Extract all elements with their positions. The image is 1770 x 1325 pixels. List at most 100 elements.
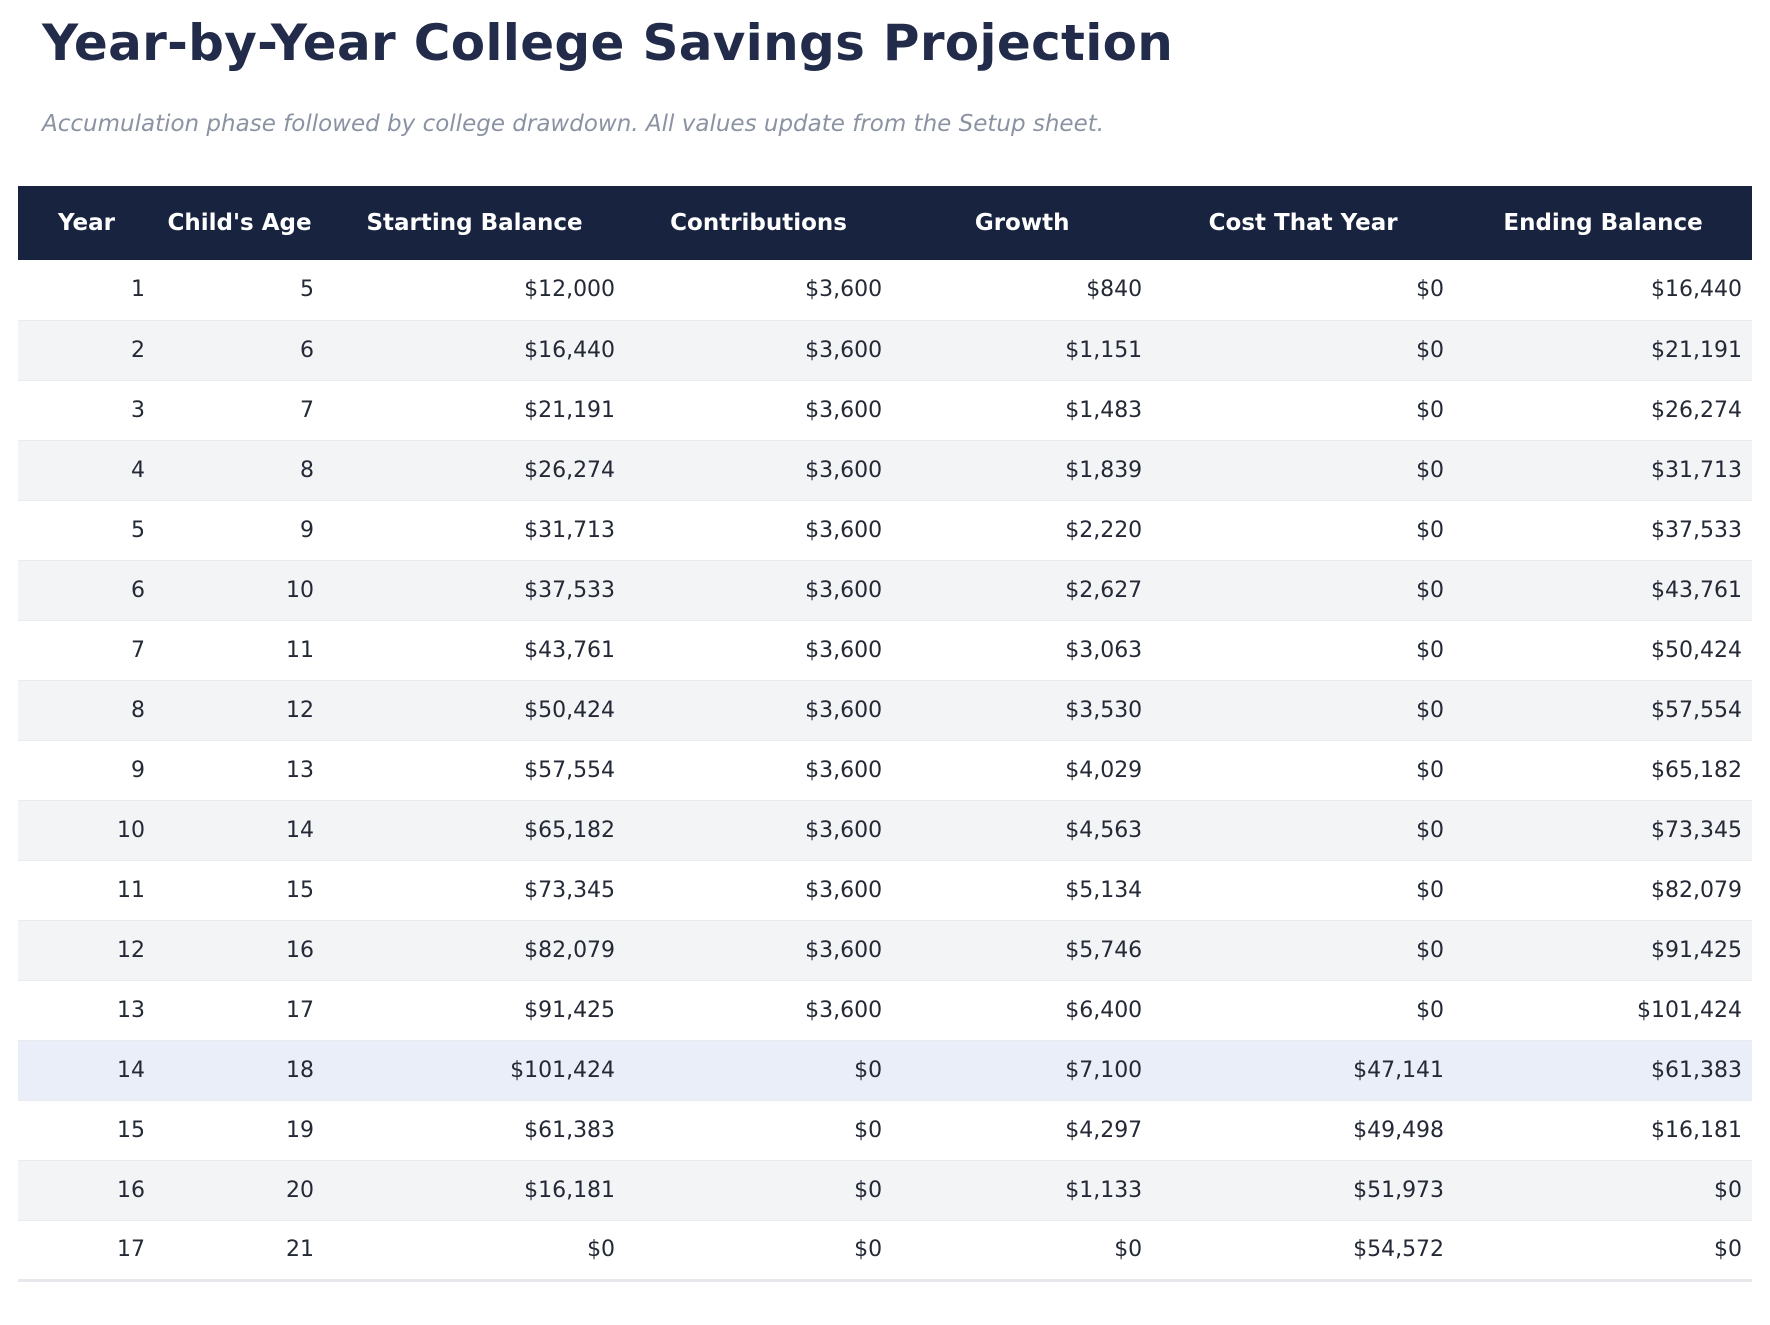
cell: 11 xyxy=(18,859,155,920)
table-row: 4 8 $26,274 $3,600 $1,839 $0 $31,713 xyxy=(18,439,1752,500)
cell: $3,600 xyxy=(625,799,893,860)
cell: $21,191 xyxy=(1454,319,1752,380)
cell: $3,600 xyxy=(625,439,893,500)
cell: $0 xyxy=(1454,1159,1752,1220)
table-row: 3 7 $21,191 $3,600 $1,483 $0 $26,274 xyxy=(18,379,1752,440)
cell: 13 xyxy=(154,739,325,800)
cell: $57,554 xyxy=(324,739,626,800)
cell: $1,133 xyxy=(892,1159,1153,1220)
cell: $91,425 xyxy=(324,979,626,1040)
cell: 10 xyxy=(154,559,325,620)
cell: $0 xyxy=(324,1219,626,1280)
cell: $16,181 xyxy=(324,1159,626,1220)
cell: 3 xyxy=(18,379,155,440)
cell: $0 xyxy=(892,1219,1153,1280)
column-header-child-s-age: Child's Age xyxy=(154,186,325,260)
cell: $12,000 xyxy=(524,277,616,303)
cell: $5,746 xyxy=(892,919,1153,980)
cell: $82,079 xyxy=(324,919,626,980)
cell: 15 xyxy=(18,1099,155,1160)
cell: $0 xyxy=(625,1159,893,1220)
cell: 18 xyxy=(154,1039,325,1100)
table-row: 5 9 $31,713 $3,600 $2,220 $0 $37,533 xyxy=(18,499,1752,560)
table-row: 8 12 $50,424 $3,600 $3,530 $0 $57,554 xyxy=(18,679,1752,740)
cell: $61,383 xyxy=(324,1099,626,1160)
cell: $6,400 xyxy=(892,979,1153,1040)
cell: 16 xyxy=(154,919,325,980)
cell: $2,220 xyxy=(892,499,1153,560)
cell: 8 xyxy=(154,439,325,500)
cell: $47,141 xyxy=(1152,1039,1455,1100)
table-row: 17 21 $0 $0 $0 $54,572 $0 xyxy=(18,1219,1752,1280)
cell: 10 xyxy=(18,799,155,860)
cell: $3,600 xyxy=(625,979,893,1040)
cell: $3,600 xyxy=(625,379,893,440)
cell: $16,440 xyxy=(324,319,626,380)
cell: $26,274 xyxy=(324,439,626,500)
cell: $3,600 xyxy=(625,859,893,920)
table-header-row: Year Child's Age Starting Balance Contribut… xyxy=(18,186,1752,260)
cell: 5 xyxy=(300,277,315,303)
cell: $0 xyxy=(1152,979,1455,1040)
cell: $65,182 xyxy=(324,799,626,860)
cell: $3,600 xyxy=(625,919,893,980)
cell: $4,563 xyxy=(892,799,1153,860)
cell: 20 xyxy=(154,1159,325,1220)
column-header-cost-that-year: Cost That Year xyxy=(1152,186,1455,260)
cell: $3,600 xyxy=(805,277,883,303)
column-header-growth: Growth xyxy=(892,186,1153,260)
table-row: 7 11 $43,761 $3,600 $3,063 $0 $50,424 xyxy=(18,619,1752,680)
column-header-ending-balance: Ending Balance xyxy=(1454,186,1752,260)
cell: $1,839 xyxy=(892,439,1153,500)
cell: $3,600 xyxy=(625,679,893,740)
cell: $0 xyxy=(1152,679,1455,740)
cell: 5 xyxy=(18,499,155,560)
page: Year-by-Year College Savings Projection … xyxy=(0,12,1770,1325)
cell: $0 xyxy=(1416,277,1445,303)
cell: $840 xyxy=(1086,277,1143,303)
cell: 14 xyxy=(18,1039,155,1100)
cell: $0 xyxy=(1152,919,1455,980)
cell: $37,533 xyxy=(324,559,626,620)
cell: $43,761 xyxy=(324,619,626,680)
cell: $4,297 xyxy=(892,1099,1153,1160)
cell: 1 xyxy=(130,277,145,303)
cell: 8 xyxy=(18,679,155,740)
cell: $1,483 xyxy=(892,379,1153,440)
cell: $54,572 xyxy=(1152,1219,1455,1280)
cell: $26,274 xyxy=(1454,379,1752,440)
cell: $101,424 xyxy=(324,1039,626,1100)
page-title: Year-by-Year College Savings Projection xyxy=(42,14,1174,72)
cell: 9 xyxy=(18,739,155,800)
table-body: 1 5 $12,000 $3,600 $840 $0 $16,440 2 6 $16,440 $3,… xyxy=(18,260,1752,1280)
cell: $91,425 xyxy=(1454,919,1752,980)
table-row: 15 19 $61,383 $0 $4,297 $49,498 $16,181 xyxy=(18,1099,1752,1160)
cell: 15 xyxy=(154,859,325,920)
cell: 21 xyxy=(154,1219,325,1280)
cell: $3,600 xyxy=(625,499,893,560)
cell: $3,600 xyxy=(625,319,893,380)
cell: $0 xyxy=(1152,499,1455,560)
cell: 9 xyxy=(154,499,325,560)
cell: 12 xyxy=(18,919,155,980)
table-row: 16 20 $16,181 $0 $1,133 $51,973 $0 xyxy=(18,1159,1752,1220)
cell: $0 xyxy=(1152,799,1455,860)
cell: $5,134 xyxy=(892,859,1153,920)
cell: 7 xyxy=(18,619,155,680)
cell: $50,424 xyxy=(1454,619,1752,680)
cell: $61,383 xyxy=(1454,1039,1752,1100)
table-row: 10 14 $65,182 $3,600 $4,563 $0 $73,345 xyxy=(18,799,1752,860)
cell: $16,181 xyxy=(1454,1099,1752,1160)
table-row: 1 5 $12,000 $3,600 $840 $0 $16,440 xyxy=(18,260,1752,320)
cell: $43,761 xyxy=(1454,559,1752,620)
cell: $7,100 xyxy=(892,1039,1153,1100)
cell: $73,345 xyxy=(324,859,626,920)
cell: 2 xyxy=(18,319,155,380)
table-row: 2 6 $16,440 $3,600 $1,151 $0 $21,191 xyxy=(18,319,1752,380)
cell: $16,440 xyxy=(1651,277,1742,303)
cell: $31,713 xyxy=(1454,439,1752,500)
cell: $3,530 xyxy=(892,679,1153,740)
cell: $0 xyxy=(625,1039,893,1100)
cell: $31,713 xyxy=(324,499,626,560)
cell: $65,182 xyxy=(1454,739,1752,800)
